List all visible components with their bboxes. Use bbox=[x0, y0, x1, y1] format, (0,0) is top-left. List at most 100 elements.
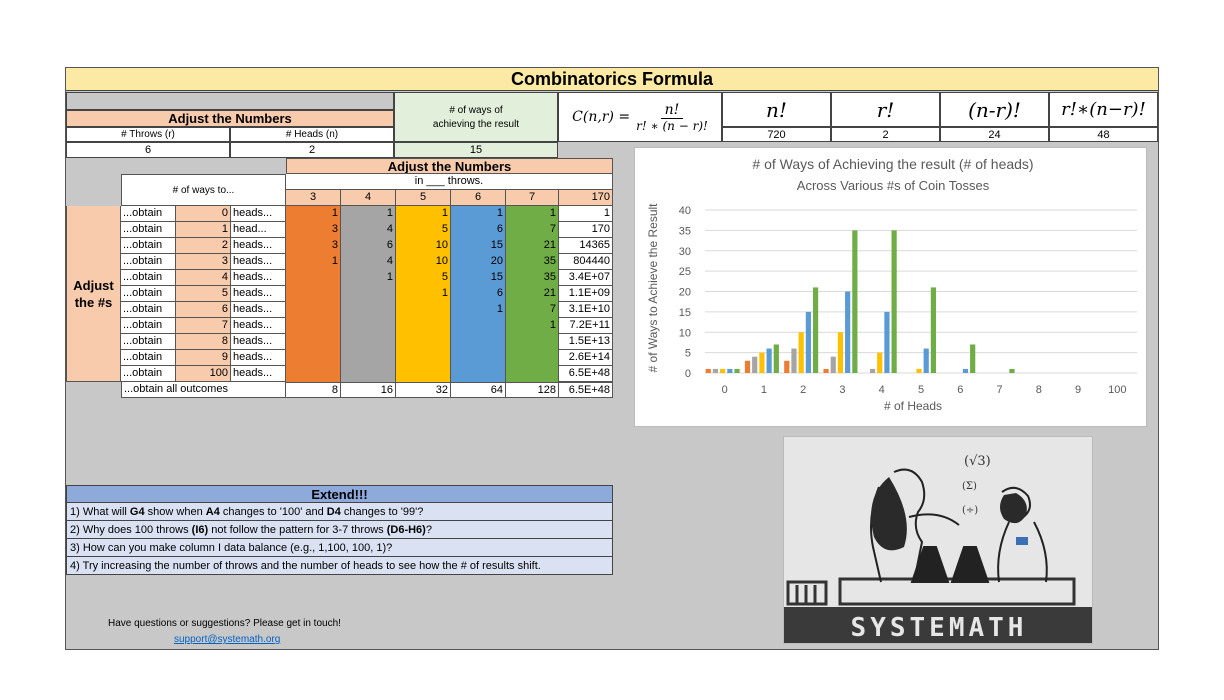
row-heads-input[interactable]: 1 bbox=[176, 222, 231, 238]
throws-column-header[interactable]: 3 bbox=[286, 190, 341, 206]
total-label: ...obtain all outcomes bbox=[121, 382, 286, 398]
throws-column-header[interactable]: 7 bbox=[506, 190, 559, 206]
row-heads-input[interactable]: 3 bbox=[176, 254, 231, 270]
chart-xtick-label: 8 bbox=[1036, 384, 1042, 396]
table-cell bbox=[396, 366, 451, 382]
question-text: 4) Try increasing the number of throws a… bbox=[70, 559, 541, 572]
chart-bar bbox=[891, 230, 897, 373]
table-cell: 4 bbox=[341, 222, 396, 238]
table-cell bbox=[506, 350, 559, 366]
total-cell: 32 bbox=[396, 382, 451, 398]
logo-illustration: (√3) (Σ) (÷) SYSTEMATH bbox=[784, 454, 1092, 643]
adjust-side-label-line1: Adjust bbox=[73, 277, 114, 293]
chart-bar bbox=[869, 368, 876, 373]
cell-reference: G4 bbox=[129, 505, 145, 518]
total-cell: 6.5E+48 bbox=[559, 382, 613, 398]
combination-formula: C(n,r) = n! r! ∗ (n − r)! bbox=[558, 92, 722, 142]
question-text: changes to '100' and bbox=[219, 505, 327, 518]
chart-bar bbox=[930, 287, 936, 373]
table-cell: 15 bbox=[451, 238, 506, 254]
chart-bar bbox=[712, 368, 719, 373]
throws-column-header[interactable]: 170 bbox=[559, 190, 613, 206]
factorial-product-header: r!∗(n−r)! bbox=[1049, 92, 1158, 127]
table-cell bbox=[286, 286, 341, 302]
row-heads-input[interactable]: 4 bbox=[176, 270, 231, 286]
chart-ytick-label: 20 bbox=[679, 287, 691, 299]
row-heads-input[interactable]: 2 bbox=[176, 238, 231, 254]
throws-header: # Throws (r) bbox=[66, 127, 230, 142]
chart-bar bbox=[791, 348, 797, 373]
row-heads-input[interactable]: 0 bbox=[176, 206, 231, 222]
in-throws-header: in ___ throws. bbox=[286, 174, 613, 190]
question-text: changes to '99'? bbox=[340, 505, 424, 518]
table-cell: 4 bbox=[341, 254, 396, 270]
table-cell bbox=[341, 318, 396, 334]
ways-header: # of ways of achieving the result bbox=[394, 92, 558, 142]
ways-header-line1: # of ways of bbox=[449, 104, 503, 116]
factorial-r-header: r! bbox=[831, 92, 940, 127]
table-cell bbox=[396, 302, 451, 318]
throws-column-header[interactable]: 4 bbox=[341, 190, 396, 206]
table-cell: 21 bbox=[506, 286, 559, 302]
chart-xlabel: # of Heads bbox=[884, 399, 942, 413]
chart-bar bbox=[734, 368, 740, 373]
row-heads-input[interactable]: 5 bbox=[176, 286, 231, 302]
chart-xtick-label: 7 bbox=[996, 384, 1002, 396]
row-obtain-label: ...obtain bbox=[121, 222, 176, 238]
row-heads-unit: heads... bbox=[231, 318, 286, 334]
table-cell: 1 bbox=[451, 206, 506, 222]
row-heads-unit: heads... bbox=[231, 366, 286, 382]
question-text: 3) How can you make column I data balanc… bbox=[70, 541, 393, 554]
formula-numerator: n! bbox=[660, 102, 684, 119]
table-cell bbox=[286, 270, 341, 286]
table-cell: 10 bbox=[396, 254, 451, 270]
throws-column-header[interactable]: 6 bbox=[451, 190, 506, 206]
chart-xtick-label: 0 bbox=[722, 384, 728, 396]
table-cell: 21 bbox=[506, 238, 559, 254]
chart-xtick-label: 9 bbox=[1075, 384, 1081, 396]
row-heads-unit: heads... bbox=[231, 254, 286, 270]
chart-bar bbox=[805, 311, 811, 373]
row-heads-unit: head... bbox=[231, 222, 286, 238]
table-cell bbox=[506, 366, 559, 382]
row-heads-unit: heads... bbox=[231, 206, 286, 222]
row-heads-input[interactable]: 100 bbox=[176, 366, 231, 382]
contact-text: Have questions or suggestions? Please ge… bbox=[108, 618, 341, 629]
table-cell: 6.5E+48 bbox=[559, 366, 613, 382]
factorial-r-value: 2 bbox=[831, 127, 940, 142]
table-cell: 2.6E+14 bbox=[559, 350, 613, 366]
row-heads-unit: heads... bbox=[231, 350, 286, 366]
row-obtain-label: ...obtain bbox=[121, 334, 176, 350]
logo-brand: SYSTEMATH bbox=[851, 613, 1028, 643]
chart-bar bbox=[962, 368, 969, 373]
table-cell bbox=[341, 286, 396, 302]
adjust-side-label: Adjust the #s bbox=[66, 206, 121, 382]
heads-input[interactable]: 2 bbox=[230, 142, 394, 158]
chart-bar bbox=[784, 360, 790, 373]
table-cell bbox=[286, 318, 341, 334]
table-cell: 15 bbox=[451, 270, 506, 286]
row-heads-input[interactable]: 8 bbox=[176, 334, 231, 350]
contact-email-link[interactable]: support@systemath.org bbox=[174, 634, 281, 645]
table-cell: 7 bbox=[506, 302, 559, 318]
row-heads-input[interactable]: 7 bbox=[176, 318, 231, 334]
row-heads-input[interactable]: 9 bbox=[176, 350, 231, 366]
table-cell: 6 bbox=[451, 286, 506, 302]
chart-bar bbox=[970, 344, 976, 373]
question-text: ? bbox=[425, 523, 432, 536]
table-cell: 35 bbox=[506, 254, 559, 270]
chart-bar bbox=[766, 348, 772, 373]
throws-column-header[interactable]: 5 bbox=[396, 190, 451, 206]
ways-header-line2: achieving the result bbox=[432, 118, 520, 130]
table-cell bbox=[341, 350, 396, 366]
logo-symbol-sqrt: (√3) bbox=[964, 454, 991, 469]
chart-bar bbox=[812, 287, 819, 373]
throws-input[interactable]: 6 bbox=[66, 142, 230, 158]
table-cell: 20 bbox=[451, 254, 506, 270]
question-text: 2) Why does 100 throws bbox=[70, 523, 192, 536]
chart-ytick-label: 30 bbox=[679, 246, 691, 258]
chart-xtick-label: 100 bbox=[1108, 384, 1126, 396]
chart-ytick-label: 15 bbox=[679, 307, 691, 319]
row-heads-input[interactable]: 6 bbox=[176, 302, 231, 318]
question-text: show when bbox=[144, 505, 206, 518]
